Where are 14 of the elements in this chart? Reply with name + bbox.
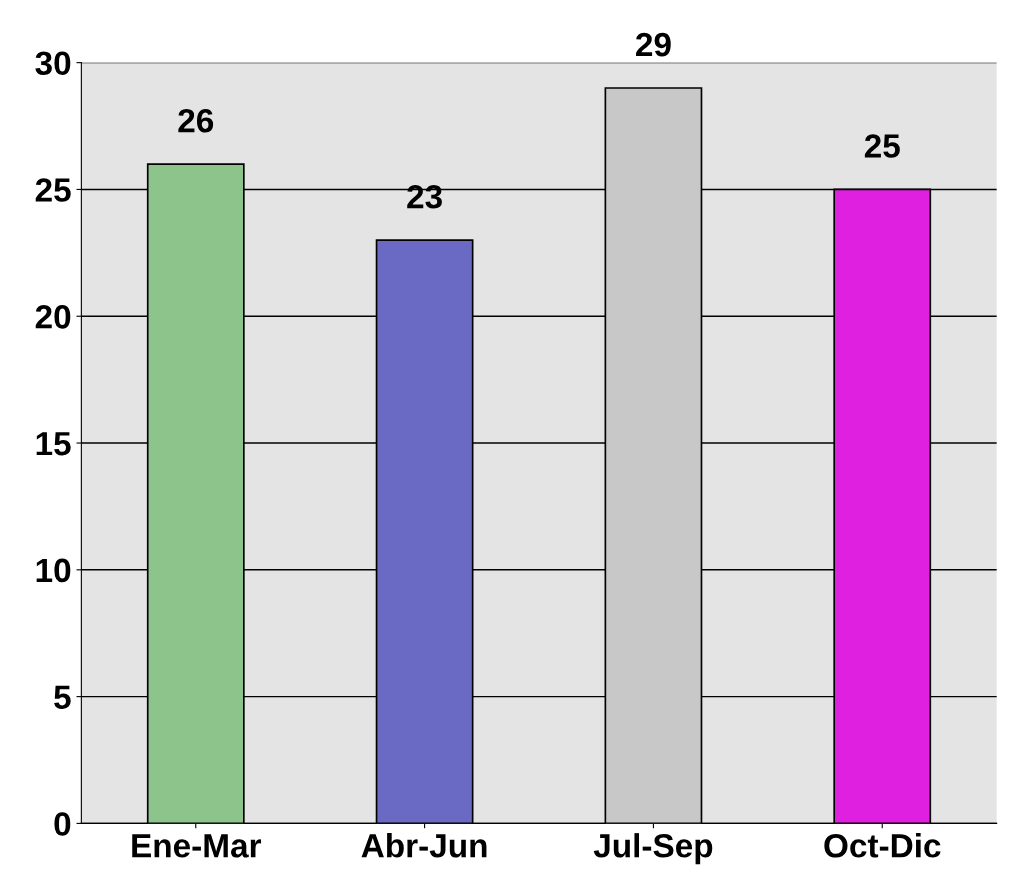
x-tick-label: Abr-Jun	[361, 833, 487, 858]
y-tick-label: 10	[36, 558, 71, 583]
y-tick-label: 30	[35, 51, 71, 76]
x-tick-label: Jul-Sep	[593, 833, 713, 865]
x-tick-label: Oct-Dic	[824, 833, 941, 858]
y-tick-label: 25	[35, 178, 71, 202]
x-tick-label: Ene-Mar	[132, 834, 262, 858]
y-tick-label: 5	[54, 685, 71, 710]
y-tick-label: 15	[36, 432, 71, 456]
data-label: 25	[864, 134, 900, 158]
y-tick-label: 20	[35, 305, 71, 329]
data-label: 26	[178, 108, 214, 133]
data-label: 29	[636, 32, 671, 57]
y-tick-label: 0	[54, 812, 71, 836]
